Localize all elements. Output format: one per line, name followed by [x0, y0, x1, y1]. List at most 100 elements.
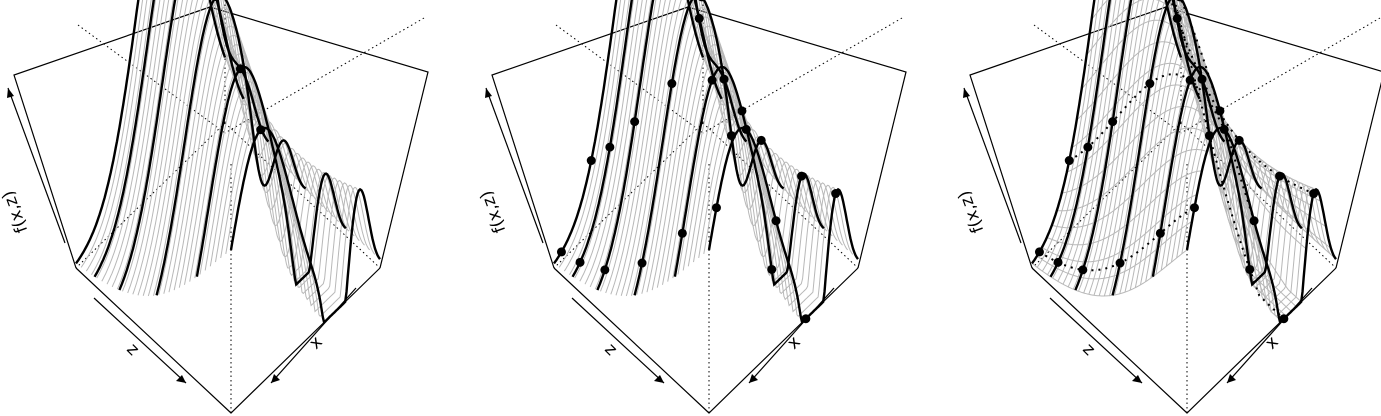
thick-slice-curve [1151, 65, 1303, 287]
thin-slice-curve [106, 0, 257, 285]
data-point [694, 13, 704, 23]
data-point [1034, 247, 1044, 257]
x-arrowhead [749, 374, 758, 383]
data-point [1145, 79, 1155, 89]
left-wall-edges [969, 6, 1167, 269]
thin-slice-curve [656, 34, 807, 288]
top-diagonal-left [555, 24, 704, 134]
top-diagonal-left [1033, 24, 1182, 134]
right-wall-edges [687, 6, 907, 269]
data-point [605, 142, 615, 152]
panel-right: z x f(x,z) [954, 0, 1381, 414]
data-point [213, 0, 220, 2]
data-point [637, 258, 647, 268]
data-point [741, 124, 751, 134]
thin-slice-curve [173, 25, 324, 291]
data-point [1234, 135, 1244, 145]
thin-slice-curve [693, 99, 843, 307]
data-point [1155, 228, 1165, 238]
z-axis-label: z [122, 339, 143, 360]
x-axis-arrow [270, 287, 357, 384]
thin-slice-curve [85, 0, 236, 272]
x-axis-label: x [305, 332, 326, 353]
left-wall-edges [13, 6, 211, 269]
thin-slice-curve [558, 0, 709, 268]
data-point [630, 117, 640, 127]
thick-slice-curve [195, 65, 347, 287]
z-arrowhead [654, 375, 664, 383]
thin-slice-curve [1062, 0, 1213, 285]
thin-slice-curve [667, 53, 818, 282]
x-arrowhead [1227, 374, 1236, 383]
data-point [667, 79, 677, 89]
panel-left: z x f(x,z) [0, 0, 429, 414]
data-points [213, 0, 266, 135]
f-axis-arrow [485, 87, 544, 244]
box-frame [969, 0, 1381, 414]
dotted-cross-curves [1038, 0, 1315, 320]
cross-slice-curve [1175, 0, 1282, 322]
front-floor-edges [75, 267, 381, 414]
data-point [1078, 265, 1088, 275]
x-axis-arrow [748, 287, 835, 384]
back-floor-edge-right [702, 122, 859, 269]
data-point [707, 75, 717, 85]
thin-slice-curve [204, 81, 355, 295]
right-wall-edges [1165, 6, 1381, 269]
thin-slice-curve [220, 108, 371, 313]
data-point [1204, 131, 1214, 141]
data-point [1108, 117, 1118, 127]
data-point [1219, 124, 1229, 134]
f-arrowhead [7, 88, 14, 98]
data-point [1197, 74, 1207, 84]
f-axis-label: f(x,z) [476, 188, 510, 236]
data-points [556, 0, 841, 324]
thin-slice-curve [584, 0, 735, 285]
data-point [831, 189, 841, 199]
x-arrowhead [271, 374, 280, 383]
right-wall-edges [209, 6, 429, 269]
data-point [797, 171, 807, 181]
thin-slice-curve [662, 44, 812, 285]
thin-slice-curve [569, 0, 719, 275]
cross-slice-curve [1061, 106, 1218, 194]
back-floor-edge-right [1180, 122, 1337, 269]
z-axis-arrow [93, 297, 187, 384]
data-point [726, 131, 736, 141]
left-wall-edges [491, 6, 689, 269]
data-point [586, 156, 596, 166]
f-axis-label: f(x,z) [954, 188, 988, 236]
data-point [1215, 106, 1225, 116]
data-point [698, 0, 705, 2]
thin-slice-curve [189, 53, 340, 282]
data-point [556, 247, 566, 257]
data-point [235, 64, 245, 74]
x-axis-label: x [783, 332, 804, 353]
z-axis-label: z [600, 339, 621, 360]
thin-slice-curve [127, 0, 278, 294]
z-arrowhead [1132, 375, 1142, 383]
cross-slice-curve [1171, 0, 1297, 308]
thick-slice-curve [118, 0, 270, 291]
front-floor-edges [553, 267, 859, 414]
panel-middle: z x f(x,z) [476, 0, 907, 414]
cross-slice-curve [1046, 170, 1202, 246]
data-point [767, 264, 777, 274]
cross-slice-curve [1031, 249, 1188, 297]
data-point [1189, 203, 1199, 213]
thick-slice-curve [673, 65, 825, 287]
x-axis-arrow [1226, 287, 1313, 384]
thick-slice-curve [1074, 0, 1226, 291]
thin-slice-curve [178, 34, 329, 288]
back-floor-edge-left [1031, 122, 1182, 269]
f-axis-arrow [7, 87, 66, 244]
f-arrowhead [963, 88, 970, 98]
thin-slice-curve [184, 44, 334, 285]
back-floor-edge-left [553, 122, 704, 269]
thick-slice-curve [229, 126, 381, 325]
thick-curves [75, 0, 381, 325]
cross-slice-curve [1056, 127, 1213, 212]
front-floor-edges [1031, 267, 1337, 414]
thin-slice-curve [91, 0, 241, 275]
